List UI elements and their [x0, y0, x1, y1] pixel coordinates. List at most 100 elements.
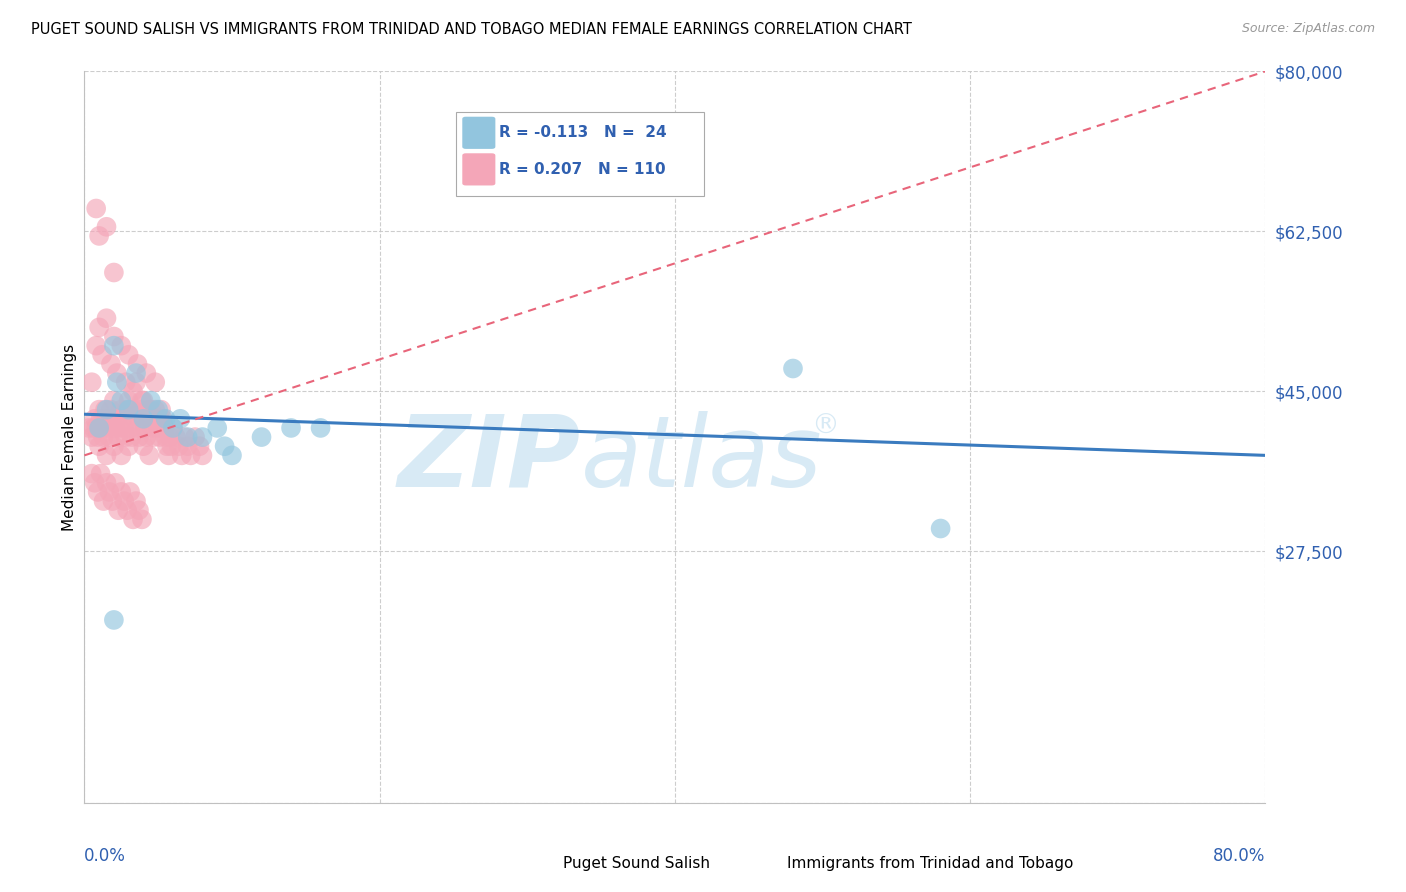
Point [177, 430, 200, 444]
Point [148, 421, 170, 435]
Point [103, 393, 125, 408]
Point [118, 348, 141, 362]
Point [90, 411, 112, 425]
Point [98, 430, 121, 444]
Point [87, 402, 111, 417]
Point [91, 348, 114, 362]
Point [121, 430, 143, 444]
Point [100, 402, 122, 417]
Point [83, 475, 105, 490]
Point [139, 411, 162, 425]
Text: ZIP: ZIP [398, 410, 581, 508]
Point [87, 228, 111, 243]
Point [135, 366, 157, 380]
Point [160, 439, 183, 453]
Point [86, 430, 108, 444]
Point [143, 375, 166, 389]
Point [80, 430, 103, 444]
Point [124, 411, 146, 425]
Point [93, 430, 115, 444]
Point [87, 320, 111, 334]
Point [105, 366, 128, 380]
Text: R = -0.113   N =  24: R = -0.113 N = 24 [499, 125, 666, 139]
Point [134, 421, 156, 435]
Point [120, 484, 142, 499]
Point [131, 393, 153, 408]
Point [84, 338, 107, 352]
Point [93, 494, 115, 508]
Point [145, 411, 167, 425]
Point [96, 402, 118, 417]
Text: R = 0.207   N = 110: R = 0.207 N = 110 [499, 161, 665, 177]
Point [103, 338, 125, 352]
Point [782, 361, 804, 376]
FancyBboxPatch shape [755, 853, 782, 874]
Text: ®: ® [811, 412, 838, 440]
Point [112, 494, 135, 508]
Text: 0.0%: 0.0% [84, 847, 127, 864]
Point [118, 393, 141, 408]
Point [77, 421, 100, 435]
Point [111, 411, 134, 425]
Point [104, 475, 127, 490]
Point [156, 439, 179, 453]
Point [94, 402, 117, 417]
Point [86, 484, 108, 499]
Point [110, 393, 132, 408]
Point [118, 439, 141, 453]
Point [125, 375, 148, 389]
Point [157, 448, 180, 462]
Point [128, 503, 150, 517]
Point [122, 402, 145, 417]
Point [101, 494, 124, 508]
Point [141, 421, 163, 435]
Point [132, 411, 155, 425]
Point [191, 430, 214, 444]
Point [150, 402, 173, 417]
Point [84, 421, 107, 435]
Point [173, 430, 195, 444]
Point [309, 421, 332, 435]
Point [96, 311, 118, 326]
Point [125, 494, 148, 508]
Point [108, 421, 131, 435]
FancyBboxPatch shape [531, 853, 557, 874]
Point [105, 411, 128, 425]
Text: PUGET SOUND SALISH VS IMMIGRANTS FROM TRINIDAD AND TOBAGO MEDIAN FEMALE EARNINGS: PUGET SOUND SALISH VS IMMIGRANTS FROM TR… [31, 22, 912, 37]
Point [136, 402, 159, 417]
Point [188, 439, 211, 453]
Point [83, 411, 105, 425]
Point [221, 448, 243, 462]
Point [167, 439, 190, 453]
Point [169, 411, 191, 425]
Point [80, 375, 103, 389]
Text: 80.0%: 80.0% [1213, 847, 1265, 864]
Point [153, 421, 176, 435]
Point [120, 421, 142, 435]
Point [170, 448, 193, 462]
Point [152, 411, 174, 425]
Point [87, 421, 111, 435]
Point [280, 421, 302, 435]
Point [159, 430, 181, 444]
Point [155, 430, 177, 444]
Point [125, 366, 148, 380]
FancyBboxPatch shape [457, 112, 704, 195]
Point [149, 411, 172, 425]
Point [180, 448, 202, 462]
Point [96, 448, 118, 462]
Point [96, 411, 118, 425]
Point [100, 357, 122, 371]
Point [87, 439, 111, 453]
FancyBboxPatch shape [463, 117, 495, 149]
Point [132, 439, 155, 453]
Point [191, 448, 214, 462]
Point [131, 411, 153, 425]
Point [105, 375, 128, 389]
Point [90, 467, 112, 481]
Point [91, 421, 114, 435]
Point [162, 421, 184, 435]
Point [101, 411, 124, 425]
Point [127, 357, 149, 371]
Point [96, 475, 118, 490]
